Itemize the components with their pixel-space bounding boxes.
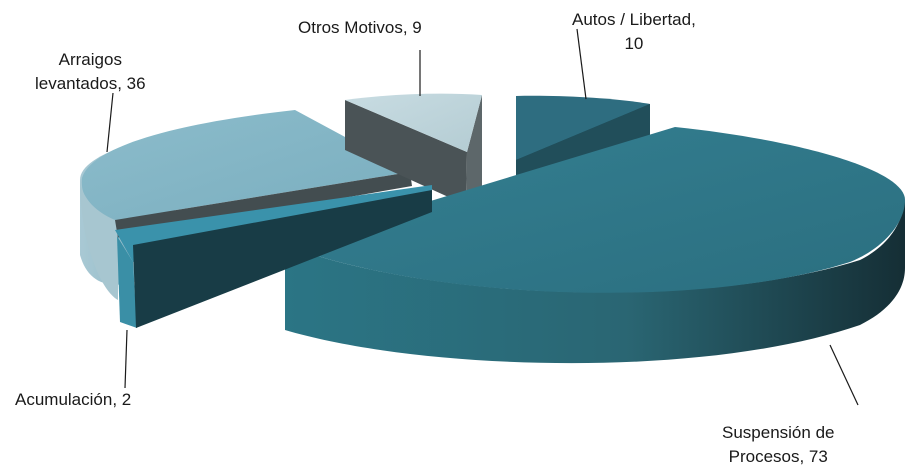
slice-otros-inner-left bbox=[345, 100, 467, 205]
slice-suspension-side bbox=[285, 195, 905, 364]
data-label-arraigos-levantados: Arraigos levantados, 36 bbox=[35, 50, 146, 93]
leader-line-acumulacion bbox=[124, 329, 128, 389]
slice-suspension-procesos bbox=[285, 127, 905, 364]
slice-autos-top bbox=[516, 95, 650, 160]
slice-otros-inner-right bbox=[466, 95, 482, 205]
slice-arraigos-top bbox=[81, 110, 410, 220]
leader-line-arraigos bbox=[106, 92, 114, 153]
data-label-otros-motivos: Otros Motivos, 9 bbox=[298, 18, 422, 37]
slice-otros-top bbox=[345, 93, 482, 152]
slice-otros-motivos bbox=[345, 93, 482, 205]
slice-acumulacion-inner bbox=[133, 190, 432, 328]
slice-acumulacion bbox=[115, 185, 432, 328]
slice-suspension-top bbox=[285, 127, 905, 293]
slice-arraigos-front bbox=[80, 180, 118, 300]
data-label-suspension-procesos: Suspensión de Procesos, 73 bbox=[722, 423, 835, 466]
data-label-autos-libertad: Autos / Libertad, 10 bbox=[572, 10, 696, 53]
data-label-acumulacion: Acumulación, 2 bbox=[15, 390, 132, 409]
leader-line-suspension bbox=[829, 344, 859, 406]
leader-line-autos bbox=[576, 28, 587, 100]
leader-lines bbox=[106, 28, 859, 406]
slice-acumulacion-front bbox=[117, 236, 137, 328]
